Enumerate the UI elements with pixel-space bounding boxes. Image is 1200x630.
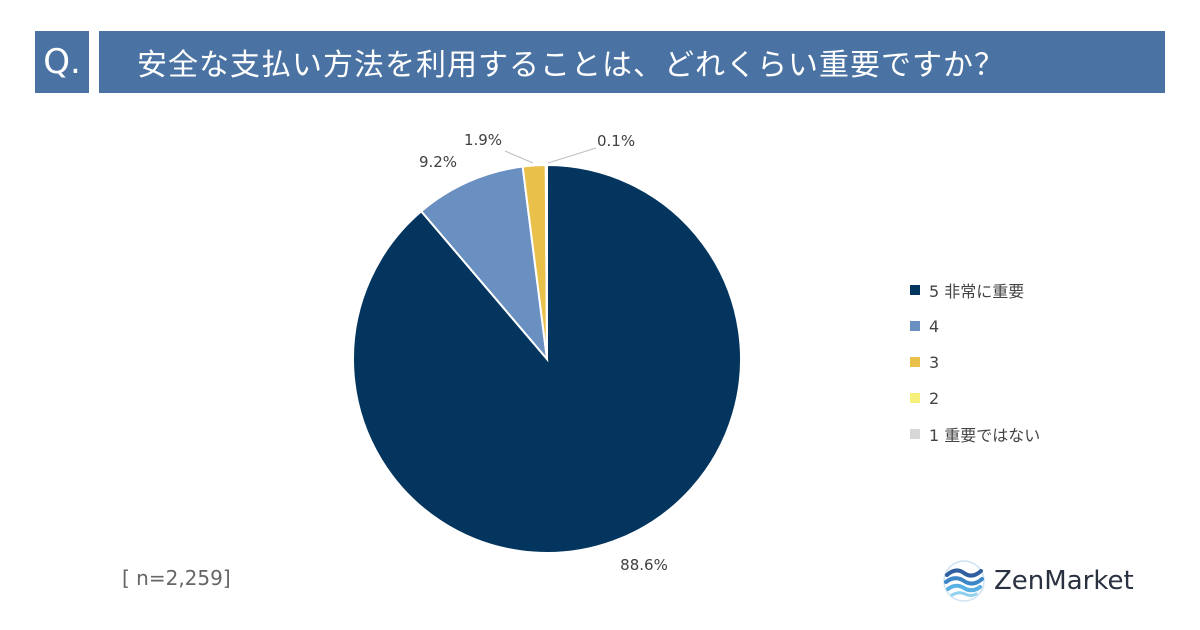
legend-label: 1 重要ではない bbox=[929, 426, 1041, 445]
legend-item: 2 bbox=[910, 380, 1040, 416]
legend-swatch bbox=[910, 285, 920, 295]
legend-label: 5 非常に重要 bbox=[929, 282, 1025, 301]
question-title: 安全な支払い方法を利用することは、どれくらい重要ですか？ bbox=[99, 31, 1165, 93]
pie-slice bbox=[544, 163, 548, 360]
question-text: 安全な支払い方法を利用することは、どれくらい重要ですか？ bbox=[137, 48, 1005, 83]
legend-swatch bbox=[910, 393, 920, 403]
legend-item: 4 bbox=[910, 308, 1040, 344]
legend-label: 3 bbox=[929, 352, 940, 372]
data-label: 9.2% bbox=[419, 153, 457, 171]
legend-label: 2 bbox=[929, 388, 940, 408]
sample-size: [ n=2,259] bbox=[122, 566, 231, 590]
label-leader-line bbox=[547, 147, 597, 164]
legend-swatch bbox=[910, 321, 920, 331]
legend-item: 1 重要ではない bbox=[910, 416, 1040, 452]
data-label: 1.9% bbox=[464, 131, 502, 149]
legend-swatch bbox=[910, 429, 920, 439]
question-marker: Q. bbox=[35, 31, 89, 93]
zenmarket-logo-icon bbox=[943, 560, 985, 602]
brand-name: ZenMarket bbox=[994, 566, 1134, 596]
legend-item: 5 非常に重要 bbox=[910, 272, 1040, 308]
brand-logo: ZenMarket bbox=[940, 557, 1134, 605]
chart-legend: 5 非常に重要 4 3 2 1 重要ではない bbox=[910, 272, 1040, 452]
data-label: 0.1% bbox=[597, 132, 635, 150]
pie-slice bbox=[419, 165, 549, 363]
legend-item: 3 bbox=[910, 344, 1040, 380]
label-leader-line bbox=[504, 150, 534, 164]
legend-swatch bbox=[910, 357, 920, 367]
legend-label: 4 bbox=[929, 316, 940, 336]
data-label: 88.6% bbox=[620, 556, 668, 574]
